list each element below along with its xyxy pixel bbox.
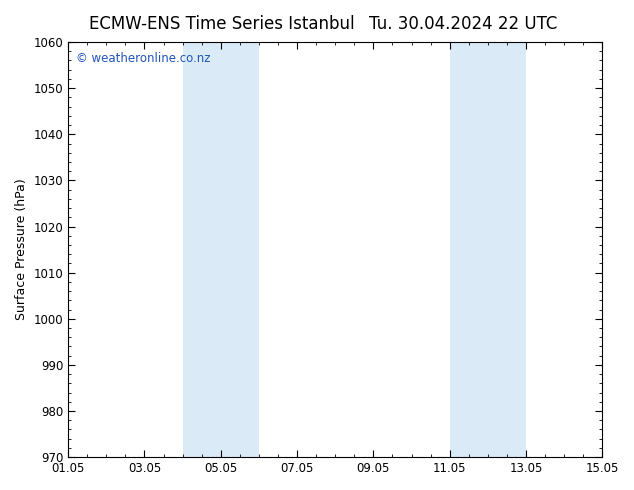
Text: Tu. 30.04.2024 22 UTC: Tu. 30.04.2024 22 UTC — [368, 15, 557, 33]
Bar — [183, 42, 259, 457]
Bar — [450, 42, 526, 457]
Text: © weatheronline.co.nz: © weatheronline.co.nz — [76, 52, 210, 66]
Text: ECMW-ENS Time Series Istanbul: ECMW-ENS Time Series Istanbul — [89, 15, 354, 33]
Y-axis label: Surface Pressure (hPa): Surface Pressure (hPa) — [15, 179, 28, 320]
